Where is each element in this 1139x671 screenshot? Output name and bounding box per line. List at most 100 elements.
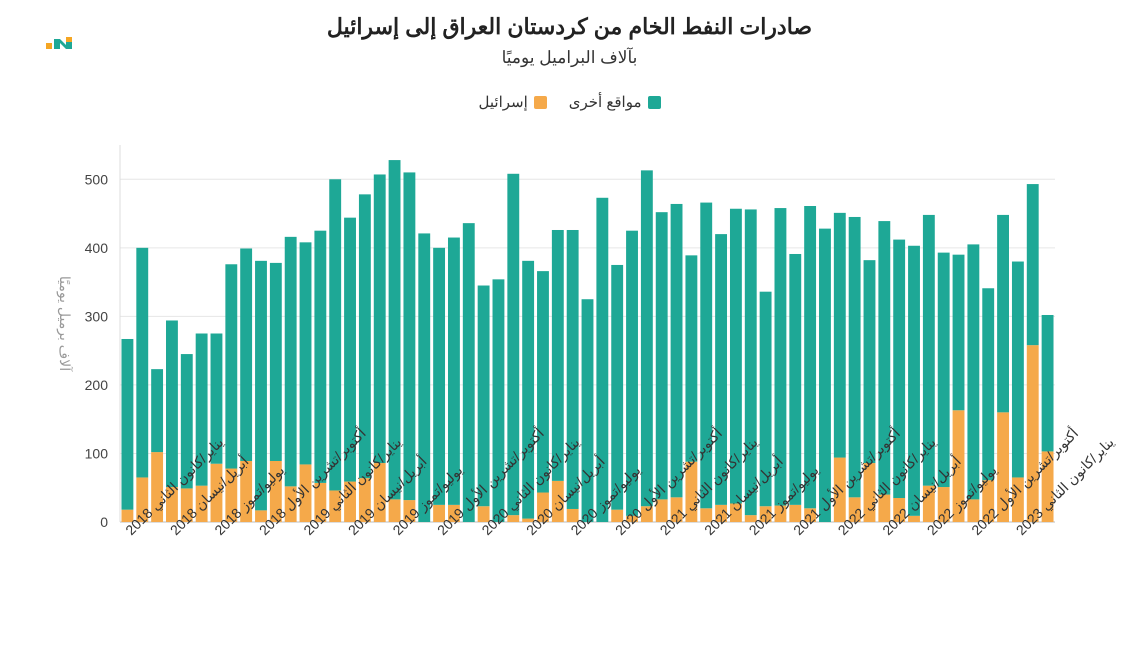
bar-israel <box>284 486 297 522</box>
bar-other <box>655 212 668 500</box>
bar-other <box>121 338 134 510</box>
bar-other <box>982 288 995 481</box>
legend-item-other[interactable]: مواقع أخرى <box>569 93 661 111</box>
bar-israel <box>848 497 861 522</box>
bar-israel <box>626 515 638 522</box>
bar-israel <box>759 506 772 522</box>
bar-other <box>447 237 460 505</box>
bar-other <box>418 233 431 522</box>
bar-israel <box>299 464 312 522</box>
bar-israel <box>314 482 327 522</box>
bar-israel <box>893 498 906 522</box>
legend-swatch-other <box>647 95 661 109</box>
bar-other <box>240 248 253 461</box>
x-tick-label: أبريل/نيسان 2019 <box>343 452 430 539</box>
bar-other <box>462 223 475 522</box>
bar-israel <box>403 500 416 522</box>
bar-other <box>863 260 876 464</box>
bar-israel <box>566 508 579 522</box>
bar-israel <box>640 506 653 522</box>
bar-other <box>166 320 178 488</box>
bar-israel <box>210 463 223 522</box>
bar-other <box>433 247 446 505</box>
bar-israel <box>804 508 817 522</box>
bar-other <box>952 254 965 411</box>
bar-israel <box>477 506 490 522</box>
bar-other <box>640 170 653 507</box>
legend-swatch-israel <box>533 95 547 109</box>
bar-israel <box>833 457 846 522</box>
bar-other <box>922 214 935 486</box>
bar-israel <box>195 485 208 522</box>
bar-israel <box>121 509 134 522</box>
bar-israel <box>744 515 757 522</box>
y-tick-label: 400 <box>85 240 109 256</box>
bar-other <box>685 255 698 462</box>
bar-israel <box>329 490 342 522</box>
bar-other <box>997 214 1009 413</box>
x-tick-label: أبريل/نيسان 2020 <box>522 452 609 539</box>
bar-other <box>670 203 683 498</box>
bar-other <box>626 230 638 516</box>
bar-other <box>908 245 920 516</box>
bar-other <box>269 262 282 461</box>
bar-other <box>522 260 535 519</box>
bar-israel <box>537 492 549 522</box>
bar-other <box>893 239 906 499</box>
bar-israel <box>611 509 624 522</box>
bar-israel <box>551 480 564 522</box>
bar-israel <box>982 480 995 522</box>
bar-israel <box>700 508 713 522</box>
bar-israel <box>1011 477 1024 522</box>
bar-israel <box>685 461 698 522</box>
bar-other <box>551 229 564 481</box>
legend-label-israel: إسرائيل <box>478 94 528 111</box>
bar-other <box>1026 184 1039 346</box>
bar-other <box>225 264 238 469</box>
bar-other <box>566 229 579 509</box>
bar-israel <box>151 452 164 522</box>
bar-israel <box>433 504 446 522</box>
bar-israel <box>715 504 728 522</box>
bar-israel <box>255 510 267 522</box>
bar-other <box>403 172 416 501</box>
bar-israel <box>507 515 520 522</box>
bar-other <box>833 212 846 458</box>
bar-other <box>967 244 980 500</box>
legend-item-israel[interactable]: إسرائيل <box>479 93 547 111</box>
bar-other <box>299 242 312 465</box>
bar-israel <box>373 463 386 522</box>
bar-israel <box>240 460 253 522</box>
bar-other <box>937 252 950 488</box>
bar-other <box>537 271 549 493</box>
bar-other <box>507 173 520 516</box>
bar-israel <box>863 463 876 522</box>
y-tick-label: 100 <box>85 445 109 461</box>
chart-title: صادرات النفط الخام من كردستان العراق إلى… <box>326 14 813 39</box>
bar-other <box>210 333 223 464</box>
y-tick-label: 500 <box>85 171 109 187</box>
bar-other <box>180 354 193 489</box>
bar-other <box>388 160 401 500</box>
bar-israel <box>269 460 282 522</box>
bar-israel <box>358 478 371 522</box>
bar-israel <box>729 503 742 522</box>
bar-israel <box>789 504 802 522</box>
bar-other <box>136 247 149 478</box>
bar-other <box>373 174 386 464</box>
bar-israel <box>997 412 1009 522</box>
brand-logo-icon <box>46 37 72 49</box>
bar-israel <box>908 515 920 522</box>
bar-other <box>804 206 817 509</box>
bar-other <box>744 209 757 516</box>
bar-israel <box>937 487 950 522</box>
bar-other <box>1011 261 1024 478</box>
bar-other <box>729 208 742 504</box>
bar-other <box>477 285 490 507</box>
y-tick-label: 300 <box>85 308 109 324</box>
bar-israel <box>388 499 401 522</box>
x-tick-label: أبريل/نيسان 2018 <box>165 452 252 539</box>
x-tick-label: أبريل/نيسان 2021 <box>700 452 787 539</box>
bar-israel <box>522 518 535 522</box>
